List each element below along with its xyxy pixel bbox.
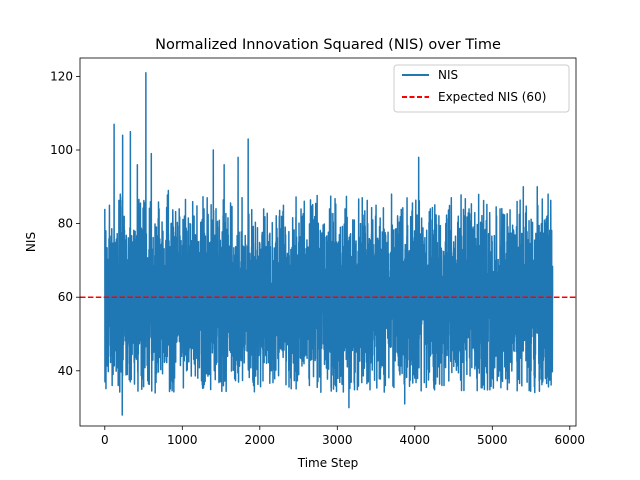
- x-tick-label: 2000: [245, 433, 276, 447]
- x-axis-label: Time Step: [297, 456, 359, 470]
- y-axis: 40 60 80 100 120: [50, 69, 80, 378]
- legend-box: [393, 64, 570, 113]
- x-tick-label: 0: [101, 433, 109, 447]
- x-tick-label: 4000: [400, 433, 431, 447]
- legend-label-expected-nis: Expected NIS (60): [438, 90, 546, 104]
- series-line-nis: [104, 71, 554, 416]
- y-axis-label: NIS: [24, 232, 38, 252]
- chart-title: Normalized Innovation Squared (NIS) over…: [155, 37, 501, 53]
- y-tick-label: 40: [58, 364, 73, 378]
- y-tick-label: 60: [58, 290, 73, 304]
- series-layer: [80, 71, 576, 416]
- x-tick-label: 6000: [555, 433, 586, 447]
- y-tick-label: 80: [58, 217, 73, 231]
- x-tick-label: 1000: [167, 433, 198, 447]
- y-tick-label: 120: [50, 69, 73, 83]
- y-tick-label: 100: [50, 143, 73, 157]
- x-axis: 0 1000 2000 3000 4000 5000 6000: [101, 426, 585, 447]
- x-tick-label: 3000: [322, 433, 353, 447]
- legend: NIS Expected NIS (60): [393, 64, 570, 113]
- legend-label-nis: NIS: [438, 68, 458, 82]
- x-tick-label: 5000: [477, 433, 508, 447]
- plot-frame: [79, 57, 577, 427]
